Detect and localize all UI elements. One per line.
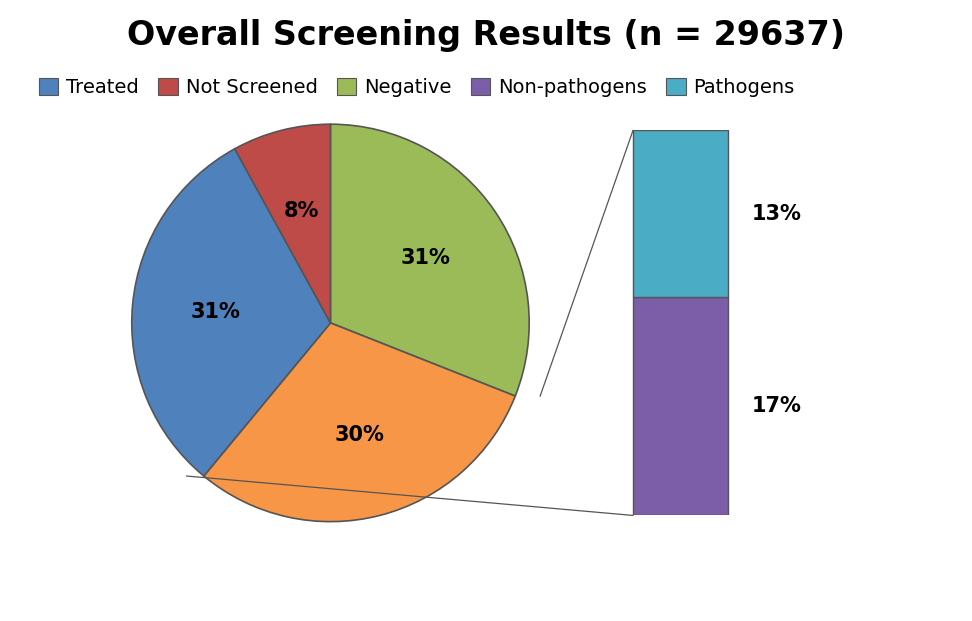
Bar xyxy=(633,130,728,297)
Text: 30%: 30% xyxy=(334,425,384,445)
Bar xyxy=(633,297,728,515)
Text: Overall Screening Results (n = 29637): Overall Screening Results (n = 29637) xyxy=(127,19,845,52)
Text: 31%: 31% xyxy=(400,248,451,268)
Wedge shape xyxy=(204,323,515,522)
Wedge shape xyxy=(132,149,330,476)
Text: 17%: 17% xyxy=(751,396,801,416)
Text: 31%: 31% xyxy=(191,302,241,322)
Wedge shape xyxy=(235,124,330,323)
Text: 8%: 8% xyxy=(284,201,320,221)
Text: 13%: 13% xyxy=(751,204,801,224)
Wedge shape xyxy=(330,124,529,396)
Legend: Treated, Not Screened, Negative, Non-pathogens, Pathogens: Treated, Not Screened, Negative, Non-pat… xyxy=(39,78,795,97)
